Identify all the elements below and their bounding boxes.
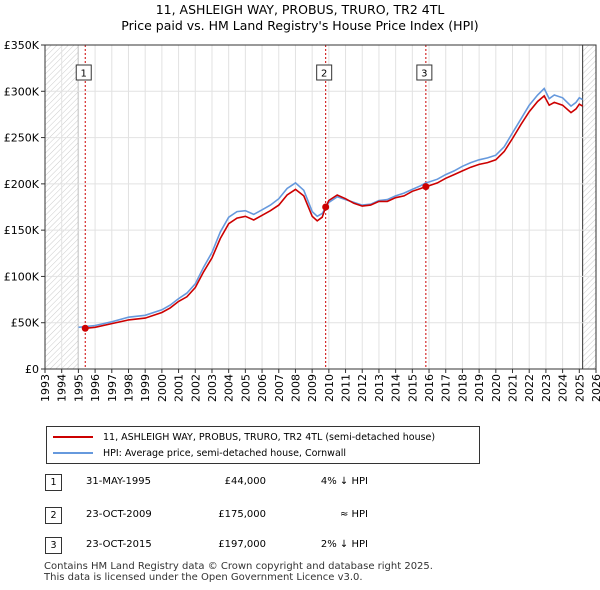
x-tick-label: 1994 <box>56 374 69 402</box>
y-tick-label: £100K <box>4 270 40 283</box>
x-tick-label: 2008 <box>289 374 302 402</box>
y-tick-label: £350K <box>4 39 40 52</box>
x-tick-label: 2006 <box>256 374 269 402</box>
x-tick-label: 2005 <box>239 374 252 402</box>
x-tick-label: 2004 <box>223 374 236 402</box>
x-tick-label: 2021 <box>507 374 520 402</box>
y-tick-label: £200K <box>4 178 40 191</box>
transaction-row: 3 23-OCT-2015 £197,000 2% ↓ HPI <box>0 537 600 555</box>
legend-swatch-hpi <box>53 452 93 454</box>
y-tick-label: £300K <box>4 85 40 98</box>
unavailable-data-region <box>582 45 596 369</box>
x-tick-label: 2024 <box>557 374 570 402</box>
transaction-price: £175,000 <box>218 509 266 520</box>
legend-item-hpi: HPI: Average price, semi-detached house,… <box>53 445 346 461</box>
transaction-label-box <box>416 64 433 81</box>
footer-copyright: Contains HM Land Registry data © Crown c… <box>44 561 433 572</box>
x-tick-label: 2009 <box>306 374 319 402</box>
legend-swatch-property <box>53 436 93 438</box>
sale-point <box>322 203 330 211</box>
x-tick-label: 2019 <box>473 374 486 402</box>
x-tick-label: 2012 <box>356 374 369 402</box>
x-tick-label: 1993 <box>39 374 52 402</box>
plot-area <box>45 45 596 369</box>
x-tick-label: 2003 <box>206 374 219 402</box>
transaction-price: £44,000 <box>224 476 266 487</box>
x-tick-label: 2014 <box>390 374 403 402</box>
transaction-label-box <box>75 64 92 81</box>
transaction-label-box <box>316 64 333 81</box>
transaction-label-text: 2 <box>321 69 327 80</box>
x-tick-label: 2018 <box>456 374 469 402</box>
x-tick-label: 2001 <box>173 374 186 402</box>
sale-point <box>81 324 89 332</box>
x-tick-label: 2022 <box>523 374 536 402</box>
transaction-date: 23-OCT-2009 <box>86 509 152 520</box>
x-tick-label: 2011 <box>340 374 353 402</box>
footer-license: This data is licensed under the Open Gov… <box>44 572 363 583</box>
x-tick-label: 1996 <box>89 374 102 402</box>
x-tick-label: 1995 <box>72 374 85 402</box>
legend-item-property: 11, ASHLEIGH WAY, PROBUS, TRURO, TR2 4TL… <box>53 429 435 445</box>
legend: 11, ASHLEIGH WAY, PROBUS, TRURO, TR2 4TL… <box>46 426 480 464</box>
x-tick-label: 1999 <box>139 374 152 402</box>
x-tick-label: 2020 <box>490 374 503 402</box>
transaction-label-text: 3 <box>421 69 427 80</box>
price-chart: 1 2 3 £0 £50K £100K £150K £200K £250K £300K £350K 1… <box>4 39 600 402</box>
x-tick-label: 2026 <box>590 374 600 402</box>
y-tick-label: £250K <box>4 132 40 145</box>
chart-title: 11, ASHLEIGH WAY, PROBUS, TRURO, TR2 4TL <box>155 2 445 17</box>
x-tick-label: 2002 <box>189 374 202 402</box>
y-tick-label: £150K <box>4 224 40 237</box>
transaction-date: 23-OCT-2015 <box>86 539 152 550</box>
transaction-row: 2 23-OCT-2009 £175,000 ≈ HPI <box>0 507 600 525</box>
transaction-label-text: 1 <box>81 69 87 80</box>
property-series-line <box>85 94 583 330</box>
x-tick-label: 2015 <box>406 374 419 402</box>
x-tick-label: 2013 <box>373 374 386 402</box>
legend-label-hpi: HPI: Average price, semi-detached house,… <box>103 447 347 459</box>
transaction-badge: 2 <box>45 507 62 524</box>
transaction-row: 1 31-MAY-1995 £44,000 4% ↓ HPI <box>0 474 600 492</box>
x-tick-label: 2016 <box>423 374 436 402</box>
x-tick-label: 2023 <box>540 374 553 402</box>
x-tick-label: 2025 <box>573 374 586 402</box>
transaction-hpi-comparison: 2% ↓ HPI <box>320 539 368 550</box>
transaction-hpi-comparison: 4% ↓ HPI <box>320 476 368 487</box>
transaction-date: 31-MAY-1995 <box>86 476 152 487</box>
sale-point <box>422 183 430 191</box>
chart-subtitle: Price paid vs. HM Land Registry's House … <box>121 18 479 33</box>
transaction-badge: 3 <box>45 537 62 554</box>
y-tick-label: £0 <box>25 363 39 376</box>
x-tick-label: 1998 <box>122 374 135 402</box>
legend-label-property: 11, ASHLEIGH WAY, PROBUS, TRURO, TR2 4TL… <box>103 431 436 443</box>
transaction-price: £197,000 <box>218 539 266 550</box>
x-tick-label: 1997 <box>106 374 119 402</box>
plot-frame <box>44 44 597 370</box>
y-tick-label: £50K <box>11 317 40 330</box>
x-tick-label: 2017 <box>440 374 453 402</box>
x-tick-label: 2000 <box>156 374 169 402</box>
x-tick-label: 2007 <box>273 374 286 402</box>
footer: Contains HM Land Registry data © Crown c… <box>44 561 433 583</box>
x-tick-label: 2010 <box>323 374 336 402</box>
transaction-badge: 1 <box>45 474 62 491</box>
transaction-hpi-comparison: ≈ HPI <box>339 509 368 520</box>
